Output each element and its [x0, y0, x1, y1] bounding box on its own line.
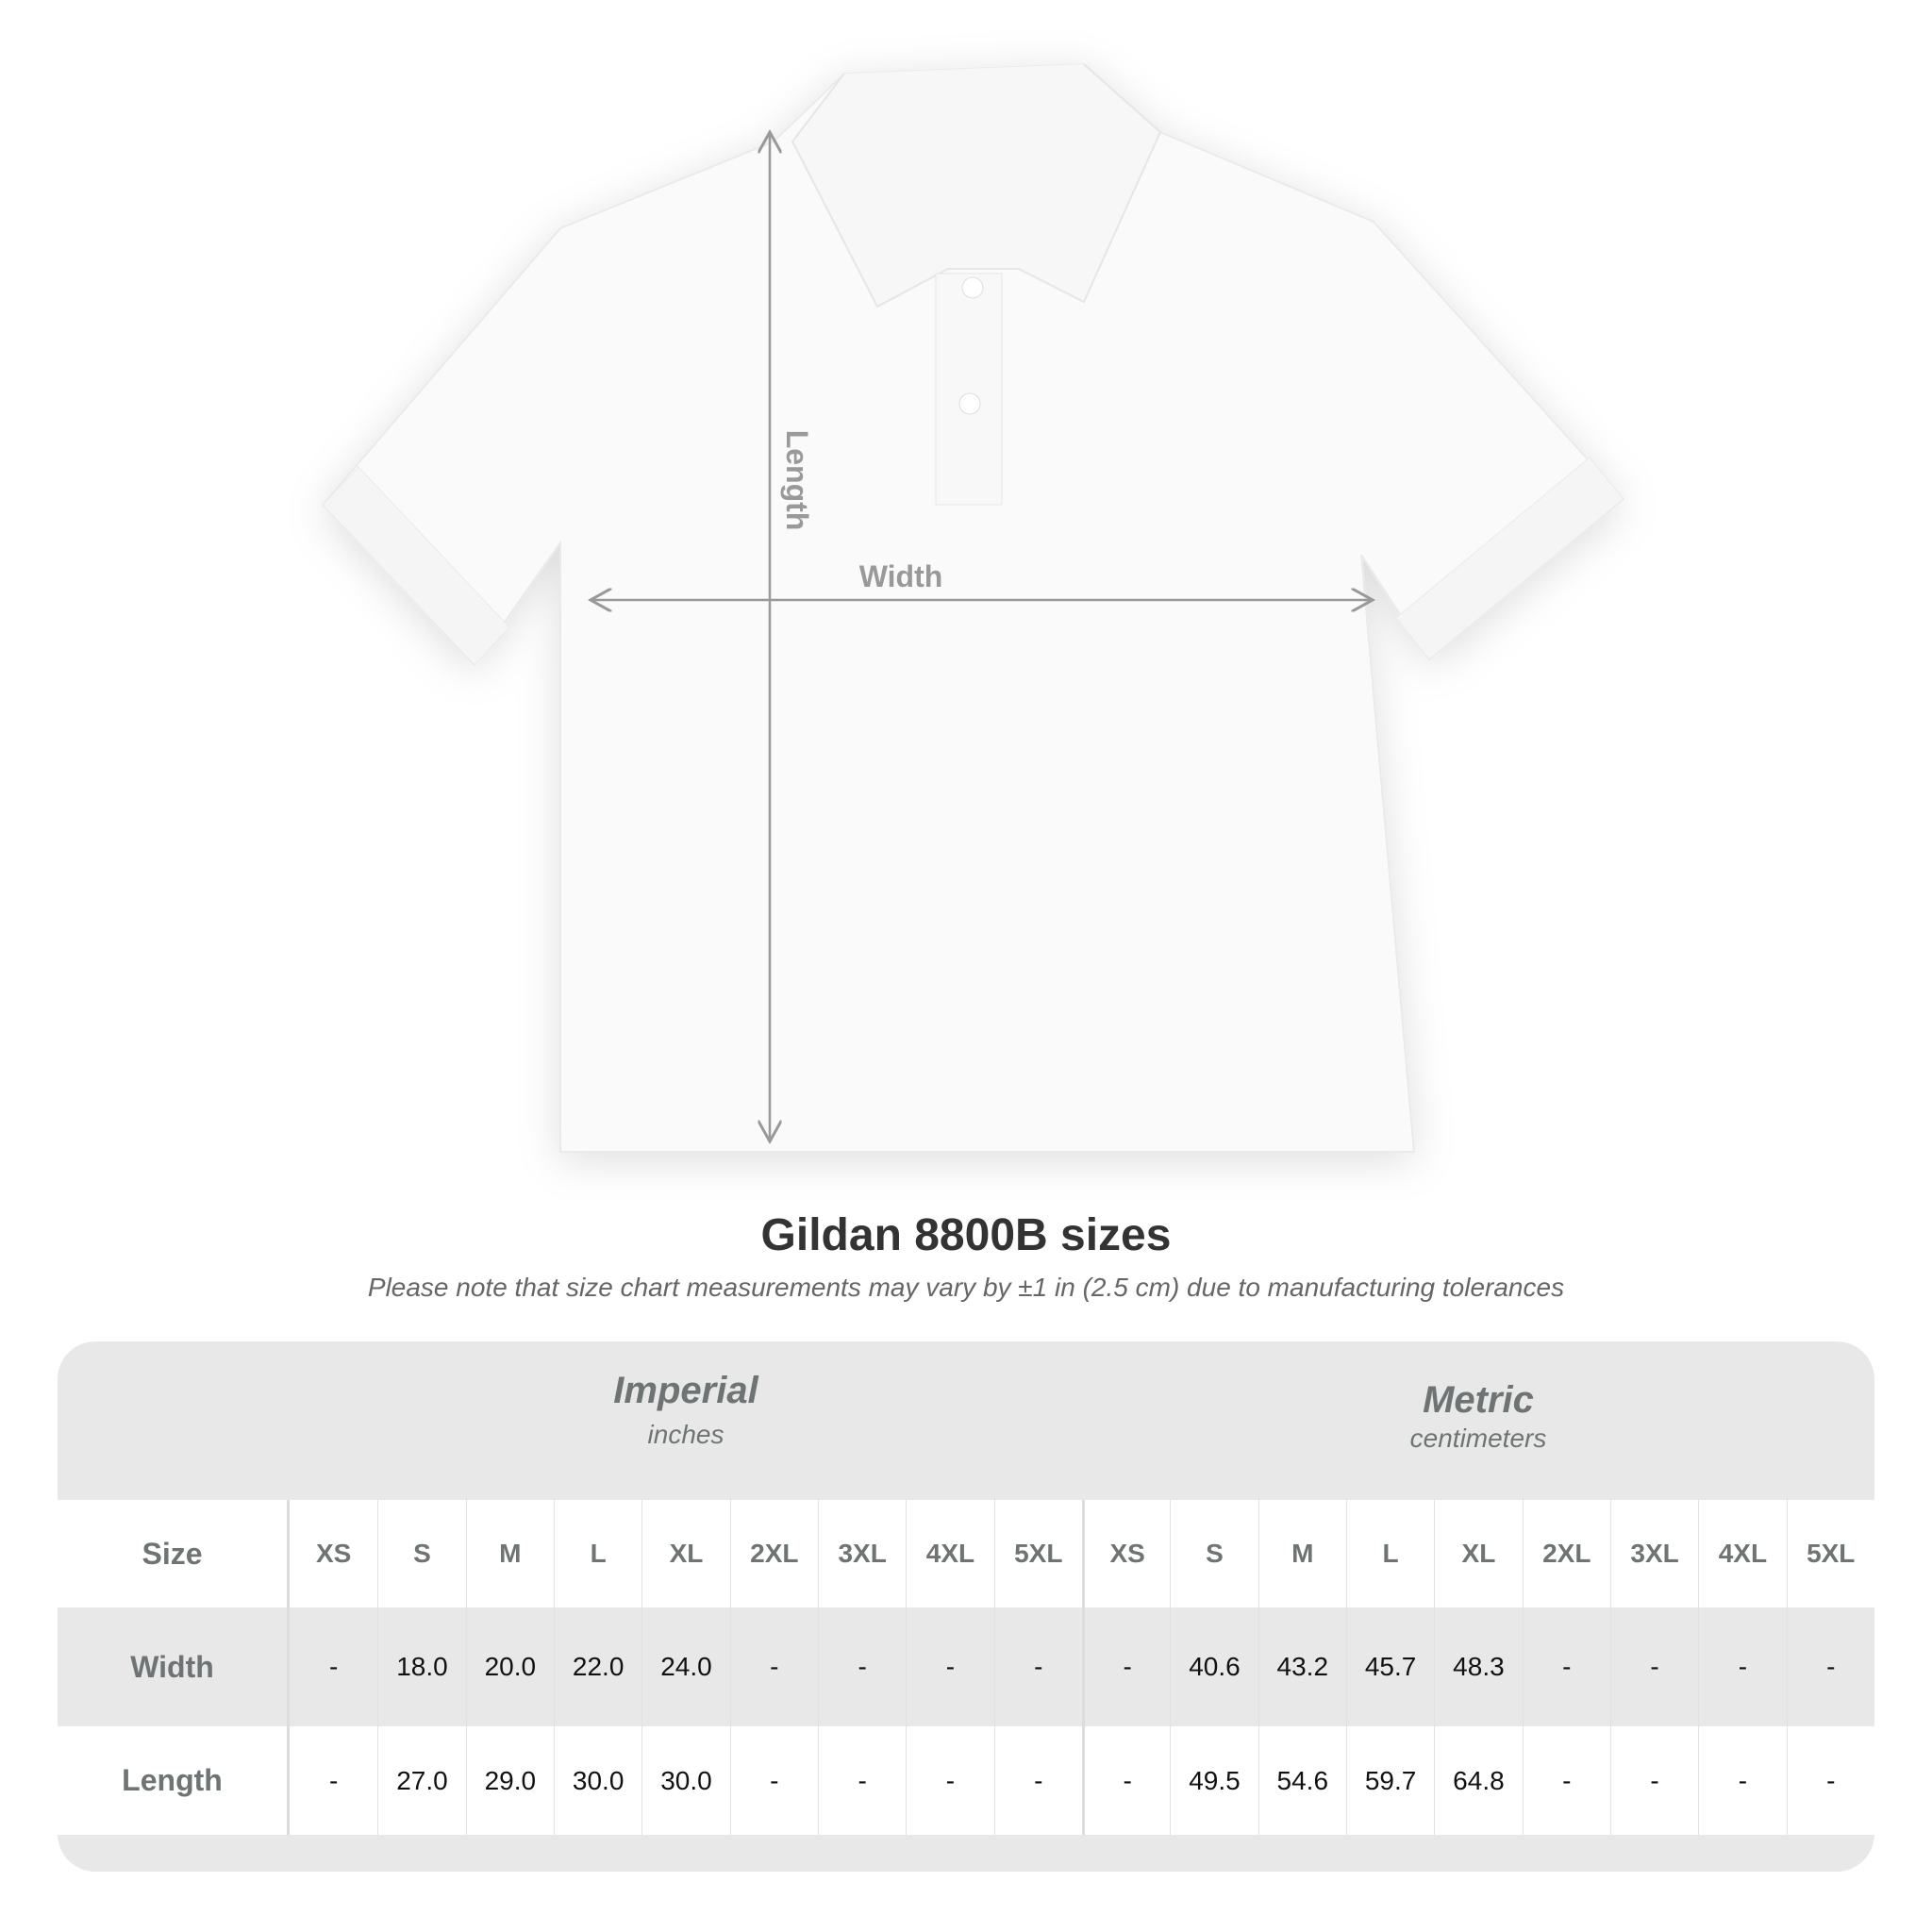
table-cell: 29.0 [465, 1726, 554, 1835]
table-cell: - [329, 1765, 339, 1795]
collar [791, 63, 1162, 308]
size-header-cell: S [1170, 1500, 1257, 1607]
table-cell: 43.2 [1257, 1607, 1346, 1726]
table-cell: - [1698, 1607, 1786, 1726]
table-cell: - [1609, 1607, 1698, 1726]
button [961, 276, 984, 299]
table-cell: - [729, 1607, 818, 1726]
size-header-cell: M [1257, 1500, 1346, 1607]
table-cell: - [1698, 1726, 1786, 1835]
table-cell: 59.7 [1345, 1726, 1434, 1835]
table-cell: - [729, 1726, 818, 1835]
metric-title: Metric [1423, 1379, 1534, 1421]
size-header-cell: 5XL [993, 1500, 1082, 1607]
size-header-cell: M [465, 1500, 554, 1607]
table-cell: - [1081, 1607, 1170, 1726]
table-cell: - [1609, 1726, 1698, 1835]
table-cell: 30.0 [553, 1726, 641, 1835]
table-cell: - [1522, 1726, 1610, 1835]
metric-unit: centimeters [1409, 1424, 1547, 1453]
width-label: Width [859, 559, 943, 593]
imperial-title: Imperial [613, 1370, 758, 1411]
size-header-cell: 5XL [1786, 1500, 1874, 1607]
table-cell: - [1786, 1726, 1874, 1835]
left-cuff [322, 466, 510, 666]
table-row: Size XS S M L XL 2XL 3XL 4XL 5XL XS S M L XL 2XL 3XL 4XL 5… [58, 1500, 1874, 1607]
table-cell: - [329, 1652, 339, 1681]
row-label: Length [58, 1726, 290, 1835]
size-header-cell: XL [1434, 1500, 1522, 1607]
table-cell: 54.6 [1257, 1726, 1346, 1835]
table-cell: - [1081, 1726, 1170, 1835]
table-cell: - [1786, 1607, 1874, 1726]
size-header-cell: 3XL [817, 1500, 906, 1607]
table-cell: 24.0 [641, 1607, 729, 1726]
table-cell: 20.0 [465, 1607, 554, 1726]
table-cell: - [817, 1607, 906, 1726]
row-label: Width [58, 1607, 290, 1726]
placket [935, 273, 1003, 506]
table-cell: 27.0 [377, 1726, 465, 1835]
tolerance-note: Please note that size chart measurements… [367, 1273, 1565, 1302]
size-header-cell: XL [641, 1500, 729, 1607]
size-header-cell: L [553, 1500, 641, 1607]
size-header-cell: 2XL [729, 1500, 818, 1607]
table-cell: - [993, 1726, 1082, 1835]
table-cell: - [993, 1607, 1082, 1726]
table-cell: - [817, 1726, 906, 1835]
table-cell: 48.3 [1434, 1607, 1522, 1726]
page-title: Gildan 8800B sizes [760, 1210, 1172, 1260]
size-table: Imperial inches Metric centimeters Size X… [58, 1341, 1874, 1872]
table-cell: 64.8 [1434, 1726, 1522, 1835]
table-cell: 45.7 [1345, 1607, 1434, 1726]
metric-header: Metric centimeters [1082, 1341, 1874, 1538]
polo-shirt-diagram: Width Length [321, 62, 1625, 1153]
length-label: Length [780, 430, 814, 531]
table-cell: 22.0 [553, 1607, 641, 1726]
table-cell: 18.0 [377, 1607, 465, 1726]
size-header-cell: 2XL [1522, 1500, 1610, 1607]
table-cell: 49.5 [1170, 1726, 1257, 1835]
table-row: Width -18.0 20.0 22.0 24.0- - - - -40.6 43.2 45.7 4… [58, 1607, 1874, 1726]
size-header-cell: XS [315, 1539, 352, 1568]
button [958, 392, 981, 415]
imperial-unit: inches [647, 1420, 724, 1449]
table-cell: - [906, 1726, 993, 1835]
size-header-cell: S [377, 1500, 465, 1607]
table-cell: - [1522, 1607, 1610, 1726]
imperial-header: Imperial inches [290, 1341, 1082, 1528]
size-header-cell: 4XL [1698, 1500, 1786, 1607]
right-cuff [1395, 457, 1624, 660]
table-cell: 30.0 [641, 1726, 729, 1835]
size-header-cell: L [1345, 1500, 1434, 1607]
size-header-cell: 4XL [906, 1500, 993, 1607]
table-cell: - [906, 1607, 993, 1726]
table-cell: 40.6 [1170, 1607, 1257, 1726]
row-label: Size [58, 1500, 290, 1607]
table-row: Length -27.0 29.0 30.0 30.0- - - - -49.5 54.6 59.7… [58, 1726, 1874, 1835]
size-header-cell: 3XL [1609, 1500, 1698, 1607]
size-header-cell: XS [1081, 1500, 1170, 1607]
